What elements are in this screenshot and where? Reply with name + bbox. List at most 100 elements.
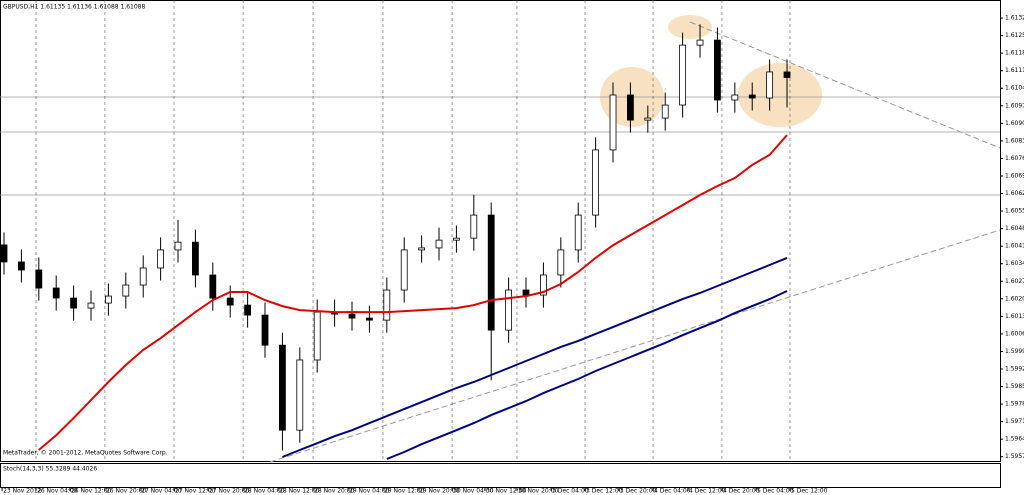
- moving-average: [386, 290, 788, 460]
- y-tick-label: 1.60065: [1005, 330, 1024, 337]
- candle-body: [783, 71, 791, 78]
- candle-body: [279, 344, 286, 431]
- trend-line: [689, 21, 1001, 149]
- y-tick-label: 1.59575: [1005, 453, 1024, 460]
- x-tick-label: 29 Nov 20:00: [419, 488, 460, 495]
- y-tick-label: 1.60835: [1005, 137, 1024, 144]
- x-tick-label: 30 Nov 04:00: [453, 488, 494, 495]
- symbol-header: GBPUSD,H1 1.61135 1.61136 1.61088 1.6108…: [3, 4, 145, 11]
- x-tick-label: 3 Dec 04:00: [552, 488, 589, 495]
- candle-body: [174, 241, 182, 251]
- x-tick-label: 27 Nov 20:00: [209, 488, 250, 495]
- y-tick-label: 1.60975: [1005, 102, 1024, 109]
- x-tick-label: 26 Nov 04:00: [37, 488, 78, 495]
- trend-line: [269, 229, 1001, 463]
- x-tick-label: 27 Nov 04:00: [141, 488, 182, 495]
- y-tick-label: 1.59715: [1005, 418, 1024, 425]
- candle-body: [627, 94, 634, 121]
- candle-body: [522, 289, 530, 296]
- y-tick-label: 1.60345: [1005, 260, 1024, 267]
- y-tick-label: 1.60695: [1005, 172, 1024, 179]
- candle-body: [557, 249, 565, 276]
- candle-body: [348, 313, 356, 319]
- y-tick-label: 1.59785: [1005, 401, 1024, 408]
- y-tick-label: 1.61255: [1005, 32, 1024, 39]
- candle-body: [661, 104, 669, 119]
- x-tick-label: 4 Dec 20:00: [723, 488, 760, 495]
- x-tick-label: 28 Nov 04:00: [244, 488, 285, 495]
- candle-body: [592, 149, 600, 216]
- copyright: MetaTrader, © 2001-2012, MetaQuotes Soft…: [3, 450, 168, 457]
- y-tick-label: 1.60485: [1005, 225, 1024, 232]
- x-tick-label: 5 Dec 12:00: [791, 488, 828, 495]
- x-tick-label: 3 Dec 20:00: [620, 488, 657, 495]
- candle-body: [487, 214, 495, 331]
- candle-body: [296, 359, 304, 431]
- candle-body: [644, 117, 652, 121]
- candle-body: [418, 247, 426, 251]
- candle-body: [435, 239, 443, 249]
- candle-body: [540, 274, 547, 296]
- y-tick-label: 1.61045: [1005, 85, 1024, 92]
- moving-average: [38, 134, 788, 451]
- candle-body: [192, 241, 199, 276]
- x-tick-label: 29 Nov 12:00: [384, 488, 425, 495]
- candle-body: [0, 244, 8, 263]
- x-tick-label: 5 Dec 04:00: [757, 488, 794, 495]
- candle-body: [453, 237, 460, 241]
- y-tick-label: 1.60135: [1005, 313, 1024, 320]
- candle-body: [139, 267, 147, 286]
- candle-body: [70, 297, 78, 309]
- candle-body: [52, 287, 60, 299]
- y-tick-label: 1.59645: [1005, 436, 1024, 443]
- y-tick-label: 1.60625: [1005, 190, 1024, 197]
- candle-body: [157, 249, 165, 269]
- candle-body: [313, 311, 321, 361]
- x-tick-label: 30 Nov 20:00: [518, 488, 559, 495]
- y-tick-label: 1.60555: [1005, 208, 1024, 215]
- candle-body: [748, 94, 756, 99]
- highlight: [668, 15, 712, 39]
- x-tick-label: 28 Nov 12:00: [279, 488, 320, 495]
- y-tick-label: 1.59925: [1005, 365, 1024, 372]
- candle-body: [731, 94, 739, 101]
- x-tick-label: 3 Dec 12:00: [586, 488, 623, 495]
- indicator-frame: [0, 463, 1001, 488]
- y-tick-label: 1.61185: [1005, 50, 1024, 57]
- candle-body: [261, 314, 269, 346]
- y-tick-label: 1.60415: [1005, 243, 1024, 250]
- candle-body: [226, 297, 234, 306]
- candle-body: [400, 249, 408, 291]
- candle-body: [383, 289, 391, 321]
- y-tick-label: 1.60905: [1005, 120, 1024, 127]
- x-tick-label: 23 Nov 2012: [3, 488, 42, 495]
- indicator-label: Stoch(14,3,3) 55.3289 44.4026: [3, 466, 97, 473]
- candle-body: [714, 39, 721, 101]
- y-tick-label: 1.60765: [1005, 155, 1024, 162]
- highlight: [738, 63, 822, 127]
- candle-body: [35, 269, 43, 289]
- y-tick-label: 1.61115: [1005, 67, 1024, 74]
- candle-body: [766, 71, 774, 99]
- candle-body: [366, 317, 373, 321]
- x-tick-label: 4 Dec 12:00: [689, 488, 726, 495]
- candle-body: [679, 44, 687, 106]
- x-tick-label: 26 Nov 20:00: [106, 488, 147, 495]
- x-tick-label: 27 Nov 12:00: [175, 488, 216, 495]
- x-tick-label: 30 Nov 12:00: [486, 488, 527, 495]
- candle-body: [244, 304, 252, 316]
- y-tick-label: 1.60275: [1005, 278, 1024, 285]
- candle-body: [470, 214, 478, 239]
- x-tick-label: 28 Nov 20:00: [314, 488, 355, 495]
- y-tick-label: 1.59995: [1005, 348, 1024, 355]
- candle-body: [209, 274, 217, 299]
- plot-frame: [0, 0, 1001, 462]
- x-tick-label: 26 Nov 12:00: [71, 488, 112, 495]
- y-tick-label: 1.59855: [1005, 383, 1024, 390]
- y-tick-label: 1.60205: [1005, 295, 1024, 302]
- candle-body: [609, 94, 617, 151]
- candle-body: [505, 289, 513, 331]
- moving-average: [282, 256, 788, 458]
